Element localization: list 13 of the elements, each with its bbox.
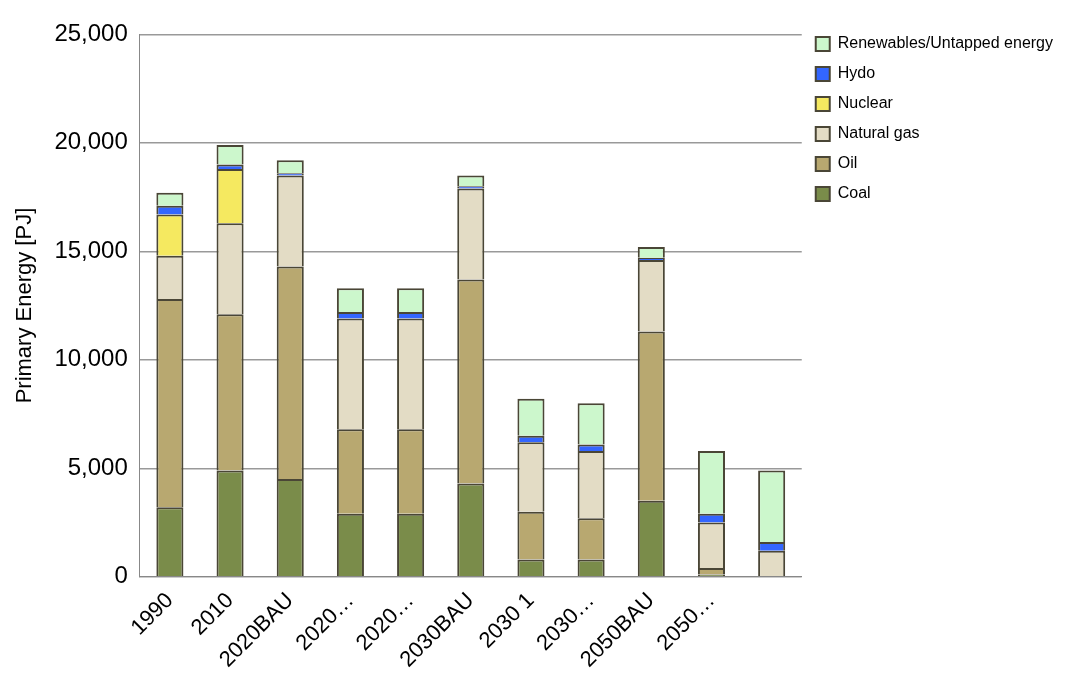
legend-label: Renewables/Untapped energy [837, 34, 1054, 52]
legend-label: Natural gas [837, 124, 920, 142]
y-tick-label: 10,000 [54, 344, 128, 372]
y-tick-label: 0 [114, 561, 128, 589]
y-tick-label: 5,000 [67, 452, 128, 480]
legend-label: Nuclear [837, 94, 894, 112]
y-tick-label: 15,000 [54, 235, 128, 263]
y-tick-label: 20,000 [54, 127, 128, 155]
legend-label: Hydo [837, 64, 876, 82]
y-tick-label: 25,000 [54, 19, 128, 47]
legend-label: Oil [837, 154, 858, 172]
y-axis-title: Primary Energy [PJ] [11, 207, 37, 404]
legend-label: Coal [837, 184, 871, 202]
